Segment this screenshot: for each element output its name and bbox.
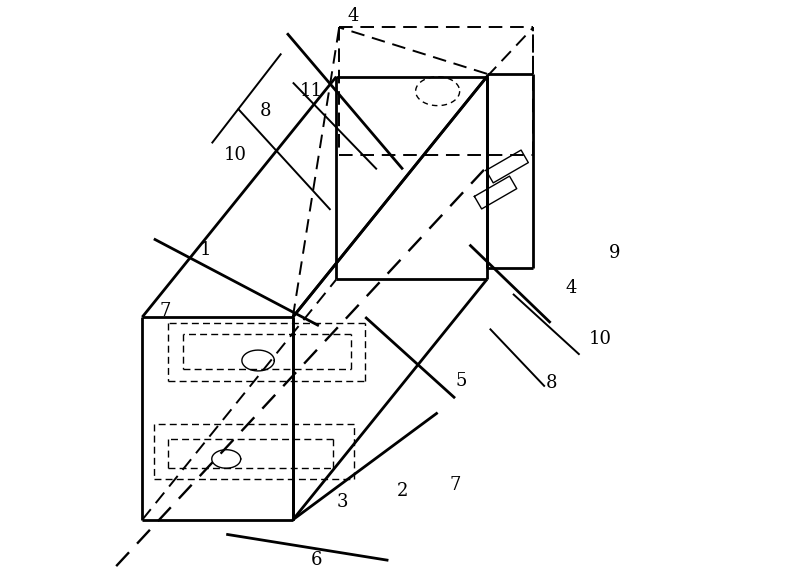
Text: 8: 8 [260, 102, 271, 120]
Text: 7: 7 [160, 302, 171, 320]
Text: 10: 10 [588, 330, 611, 348]
Text: 11: 11 [299, 82, 322, 100]
Text: 3: 3 [336, 494, 348, 512]
Text: 2: 2 [398, 482, 409, 500]
Text: 6: 6 [310, 551, 322, 569]
Text: 8: 8 [546, 374, 558, 392]
Text: 1: 1 [200, 242, 212, 260]
Text: 7: 7 [450, 476, 461, 494]
Text: 4: 4 [348, 7, 359, 25]
Text: 5: 5 [455, 372, 466, 390]
Text: 10: 10 [223, 146, 246, 164]
Text: 9: 9 [609, 244, 620, 262]
Text: 4: 4 [565, 279, 577, 297]
